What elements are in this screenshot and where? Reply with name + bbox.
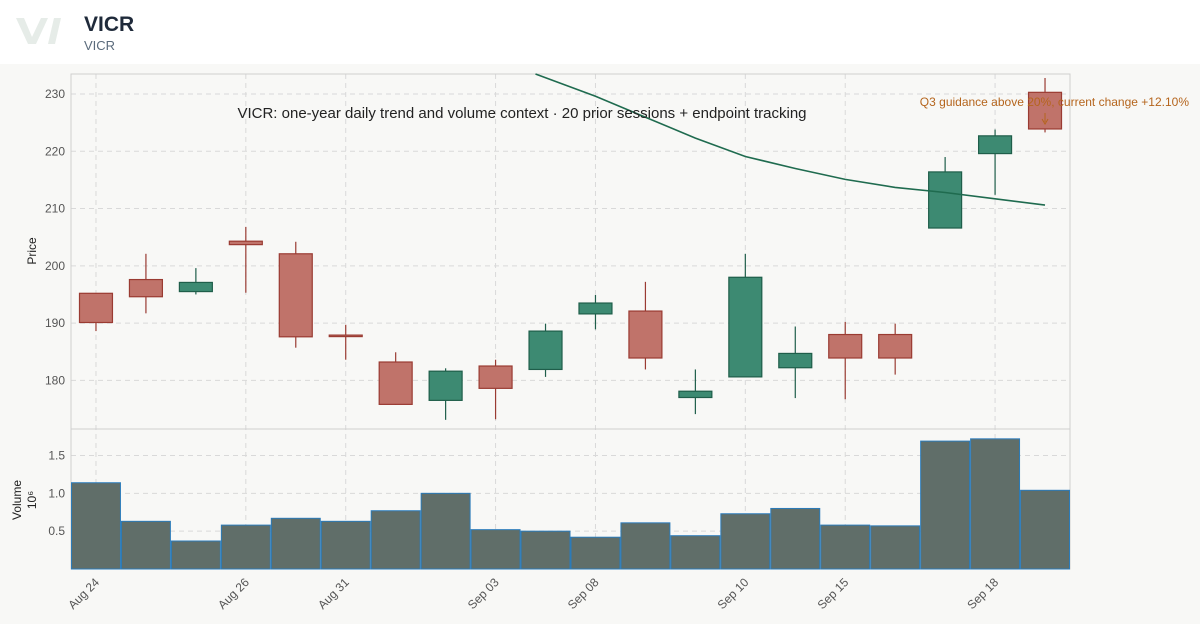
candle — [928, 157, 963, 229]
candle-body — [278, 253, 313, 338]
volume-bar — [820, 524, 871, 570]
volume-bar — [570, 536, 621, 570]
candle-body — [1027, 91, 1063, 130]
candle — [428, 368, 463, 420]
candle — [628, 281, 663, 370]
volume-bar — [870, 525, 921, 570]
candle — [578, 295, 613, 330]
x-tick-label: Aug 26 — [215, 575, 252, 612]
candle — [478, 359, 513, 420]
volume-bar — [470, 529, 521, 570]
candle — [378, 352, 413, 405]
candle-body — [878, 333, 913, 359]
volume-bar — [420, 492, 471, 570]
vi-logo-icon — [16, 18, 61, 44]
header: VICR VICR — [0, 0, 1200, 64]
candle-body — [578, 302, 613, 315]
volume-bar — [670, 535, 721, 570]
x-tick-label: Aug 24 — [65, 575, 102, 612]
candle — [778, 326, 813, 399]
price-tick-label: 190 — [45, 316, 65, 330]
price-tick-label: 230 — [45, 87, 65, 101]
volume-axis-unit: 10⁶ — [25, 491, 39, 509]
volume-tick-label: 0.5 — [48, 524, 65, 538]
moving-average-line — [535, 73, 1046, 206]
candle-body — [378, 361, 413, 405]
volume-bar — [920, 440, 971, 570]
annotation-arrow — [1041, 113, 1049, 125]
candle-body — [478, 365, 513, 389]
candle — [278, 241, 313, 348]
annotation-arrow-head — [1041, 118, 1049, 125]
x-tick-label: Sep 10 — [715, 575, 752, 612]
volume-bar — [270, 517, 321, 570]
volume-tick-label: 1.0 — [48, 486, 65, 500]
candle — [878, 323, 913, 375]
x-tick-label: Sep 08 — [565, 575, 602, 612]
candle — [128, 253, 164, 314]
volume-tick-label: 1.5 — [48, 448, 65, 462]
candle-body — [128, 278, 164, 298]
candle-layer — [78, 78, 1063, 420]
volume-bar — [1020, 489, 1070, 570]
price-tick-label: 220 — [45, 144, 65, 158]
price-tick-label: 200 — [45, 259, 65, 273]
candlestick-chart: 180 190 200 210 220 230 0.5 1.0 1.5 Aug 24 Aug 26 A… — [10, 73, 1190, 612]
candle-body — [328, 334, 363, 338]
volume-bar — [970, 438, 1021, 570]
candle — [178, 268, 213, 295]
candle — [828, 321, 863, 400]
chart-area: 180 190 200 210 220 230 0.5 1.0 1.5 Aug 24 Aug 26 A… — [0, 64, 1200, 624]
candle — [1027, 78, 1063, 133]
volume-bar — [370, 510, 421, 570]
candle-body — [528, 330, 563, 371]
candle-body — [428, 370, 463, 401]
volume-bar — [720, 513, 771, 570]
volume-bar — [520, 530, 571, 570]
candle-body — [828, 333, 863, 359]
chart-title: VICR: one-year daily trend and volume co… — [237, 105, 806, 122]
candle — [78, 292, 114, 332]
x-tick-label: Aug 31 — [315, 575, 352, 612]
candle — [977, 129, 1013, 195]
volume-bar — [71, 482, 121, 570]
volume-bar — [120, 520, 171, 570]
candle — [678, 369, 713, 415]
candle-body — [778, 352, 813, 369]
volume-bar — [320, 520, 371, 570]
candle — [728, 253, 763, 378]
x-tick-label: Sep 15 — [815, 575, 852, 612]
candle-body — [228, 240, 263, 246]
candle-body — [928, 171, 963, 229]
x-tick-label: Sep 03 — [465, 575, 502, 612]
ticker-title: VICR — [84, 13, 135, 36]
candle-body — [178, 281, 213, 293]
candle-body — [728, 276, 763, 378]
price-tick-label: 180 — [45, 373, 65, 387]
volume-bar — [770, 507, 821, 570]
candle-body — [678, 390, 713, 399]
candle — [528, 323, 563, 377]
volume-axis-label: Volume — [10, 480, 24, 520]
volume-layer — [71, 438, 1070, 570]
candle-body — [977, 135, 1013, 155]
volume-bar — [170, 540, 221, 570]
price-axis-label: Price — [25, 237, 39, 265]
candle — [228, 226, 263, 293]
annotation-text: Q3 guidance above 20%, current change +1… — [920, 95, 1190, 109]
price-panel-frame — [70, 73, 1071, 430]
candle-body — [78, 292, 114, 324]
x-tick-label: Sep 18 — [964, 575, 1001, 612]
ticker-subtitle: VICR — [84, 38, 116, 53]
candle — [328, 324, 363, 360]
volume-bar — [620, 522, 671, 570]
volume-bar — [220, 524, 271, 570]
price-tick-label: 210 — [45, 202, 65, 216]
candle-body — [628, 310, 663, 359]
